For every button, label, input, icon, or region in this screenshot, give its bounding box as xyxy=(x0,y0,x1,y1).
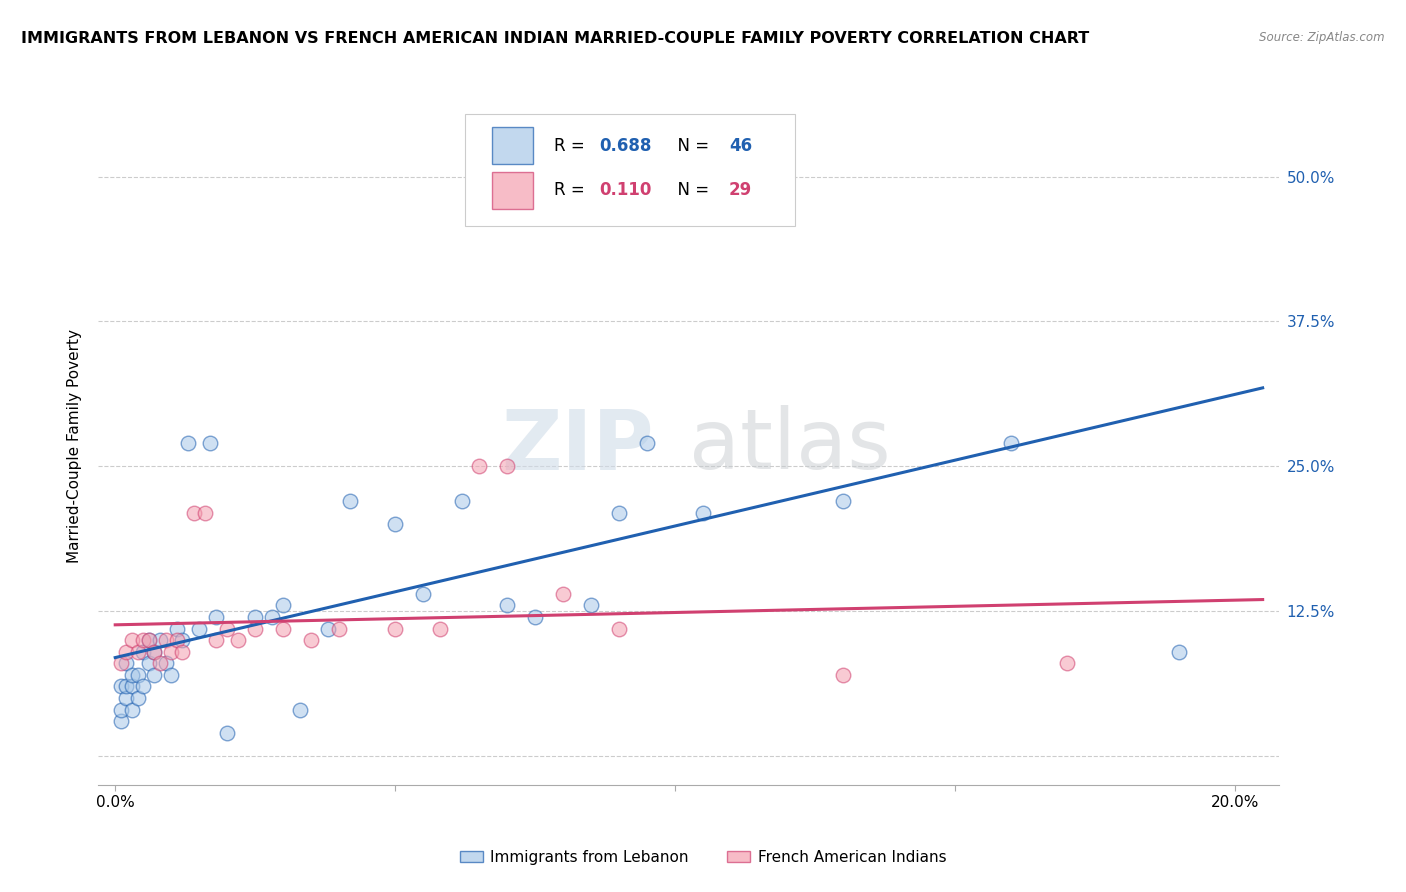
Point xyxy=(177,436,200,450)
Text: IMMIGRANTS FROM LEBANON VS FRENCH AMERICAN INDIAN MARRIED-COUPLE FAMILY POVERTY : IMMIGRANTS FROM LEBANON VS FRENCH AMERIC… xyxy=(21,31,1090,46)
Point xyxy=(132,633,155,648)
Point xyxy=(831,668,853,682)
Point xyxy=(110,714,132,729)
Point xyxy=(243,622,266,636)
Point xyxy=(339,494,361,508)
Point xyxy=(205,633,228,648)
Point xyxy=(121,633,143,648)
Point xyxy=(429,622,451,636)
Point xyxy=(115,645,138,659)
Point xyxy=(271,599,294,613)
Point xyxy=(328,622,350,636)
Y-axis label: Married-Couple Family Poverty: Married-Couple Family Poverty xyxy=(67,329,83,563)
Point xyxy=(115,691,138,706)
Point xyxy=(451,494,474,508)
Text: R =: R = xyxy=(554,136,591,154)
Point xyxy=(115,680,138,694)
Point xyxy=(468,459,491,474)
Point xyxy=(110,703,132,717)
Point xyxy=(831,494,853,508)
Point xyxy=(127,645,149,659)
Point xyxy=(127,691,149,706)
Text: ZIP: ZIP xyxy=(501,406,654,486)
Point xyxy=(607,622,630,636)
Point xyxy=(115,657,138,671)
Text: 29: 29 xyxy=(730,181,752,200)
Point xyxy=(205,610,228,624)
Point xyxy=(384,517,406,532)
Point xyxy=(200,436,222,450)
Point xyxy=(188,622,211,636)
Point xyxy=(127,668,149,682)
Point xyxy=(132,645,155,659)
Point xyxy=(228,633,250,648)
Point xyxy=(217,726,239,740)
Point xyxy=(299,633,322,648)
Point xyxy=(692,506,714,520)
Point xyxy=(1056,657,1078,671)
Point xyxy=(720,169,742,184)
Point xyxy=(149,633,172,648)
Point xyxy=(636,436,658,450)
Point xyxy=(496,459,519,474)
Point xyxy=(607,506,630,520)
Point xyxy=(384,622,406,636)
Text: N =: N = xyxy=(666,136,714,154)
Point xyxy=(271,622,294,636)
Point xyxy=(194,506,217,520)
Point xyxy=(138,633,160,648)
Text: 0.688: 0.688 xyxy=(599,136,651,154)
Point xyxy=(260,610,283,624)
FancyBboxPatch shape xyxy=(492,172,533,209)
Point xyxy=(121,703,143,717)
Point xyxy=(496,599,519,613)
Point xyxy=(143,668,166,682)
Point xyxy=(412,587,434,601)
Point xyxy=(172,633,194,648)
Point xyxy=(316,622,339,636)
FancyBboxPatch shape xyxy=(464,114,796,226)
Point xyxy=(551,587,574,601)
Point xyxy=(243,610,266,624)
Point xyxy=(160,668,183,682)
Point xyxy=(183,506,205,520)
Point xyxy=(149,657,172,671)
Point xyxy=(166,633,188,648)
Point xyxy=(138,633,160,648)
Point xyxy=(166,622,188,636)
Point xyxy=(143,645,166,659)
Point xyxy=(160,645,183,659)
Text: 46: 46 xyxy=(730,136,752,154)
Text: N =: N = xyxy=(666,181,714,200)
Point xyxy=(1167,645,1189,659)
Text: atlas: atlas xyxy=(689,406,890,486)
FancyBboxPatch shape xyxy=(492,127,533,164)
Text: R =: R = xyxy=(554,181,591,200)
Point xyxy=(121,668,143,682)
Text: 0.110: 0.110 xyxy=(599,181,651,200)
Point xyxy=(217,622,239,636)
Point xyxy=(288,703,311,717)
Point xyxy=(121,680,143,694)
Point xyxy=(155,657,177,671)
Point xyxy=(110,657,132,671)
Point xyxy=(1000,436,1022,450)
Point xyxy=(172,645,194,659)
Point xyxy=(579,599,602,613)
Point xyxy=(524,610,547,624)
Point xyxy=(143,645,166,659)
Point xyxy=(132,680,155,694)
Point xyxy=(138,657,160,671)
Text: Source: ZipAtlas.com: Source: ZipAtlas.com xyxy=(1260,31,1385,45)
Legend: Immigrants from Lebanon, French American Indians: Immigrants from Lebanon, French American… xyxy=(454,844,952,871)
Point xyxy=(110,680,132,694)
Point xyxy=(155,633,177,648)
